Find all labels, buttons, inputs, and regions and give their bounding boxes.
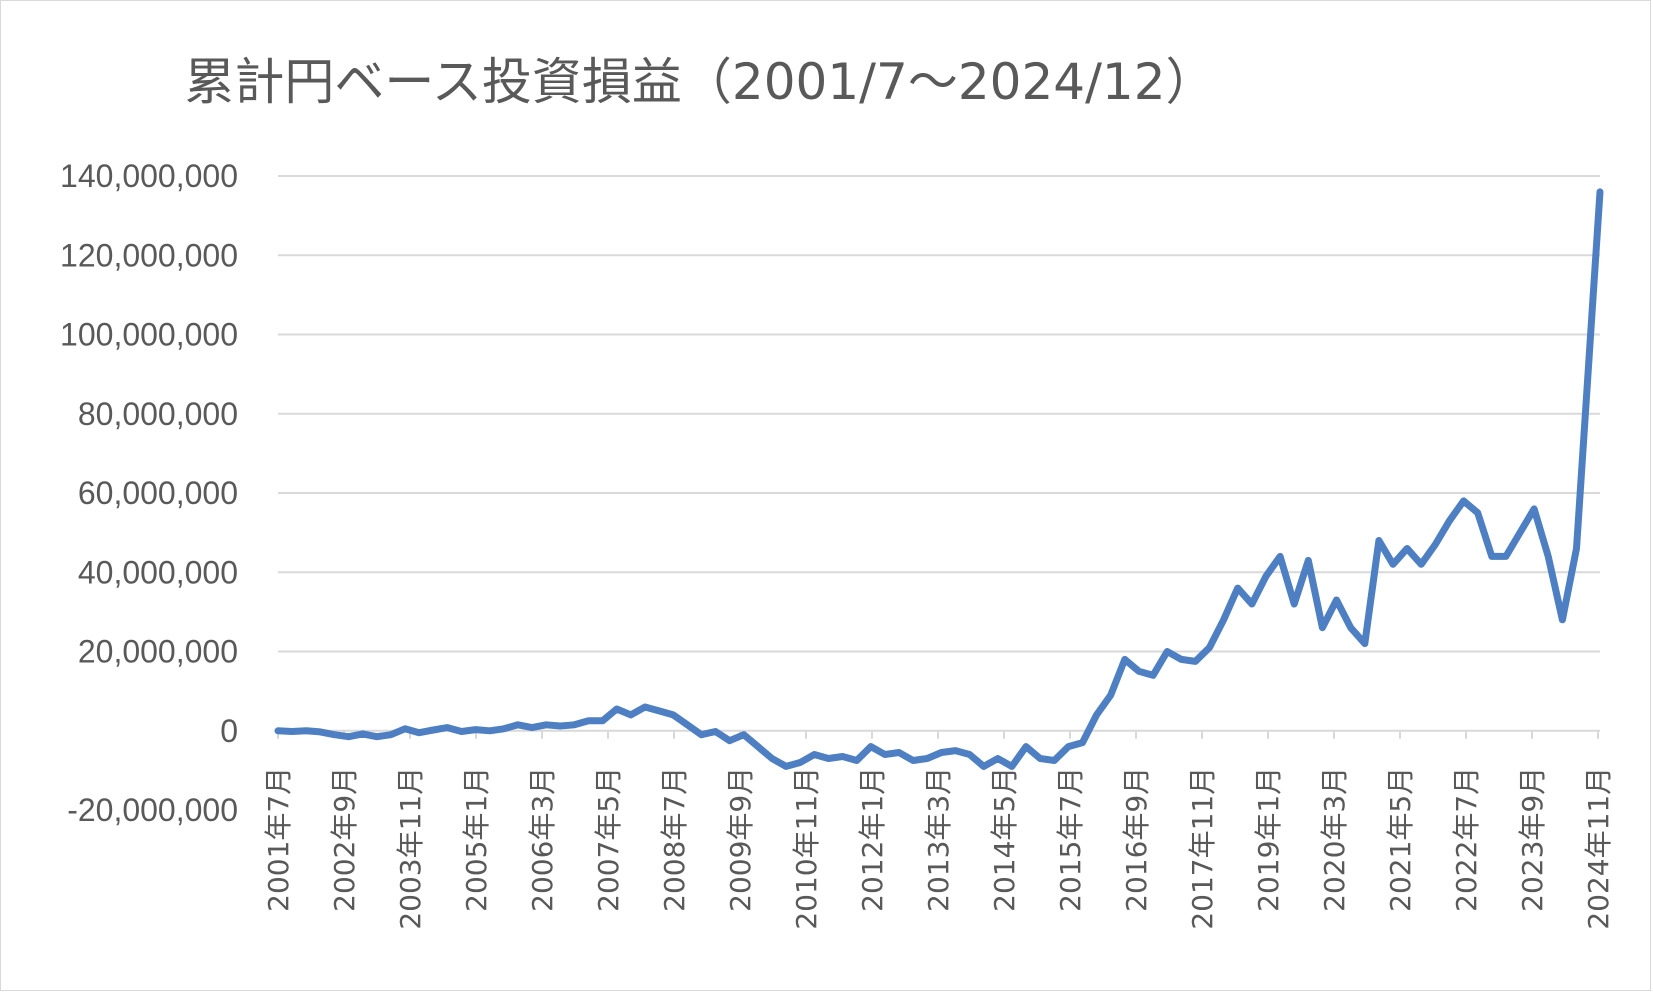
series-line [274, 188, 1604, 770]
y-tick-label: 60,000,000 [78, 475, 238, 511]
x-tick-label: 2013年3月 [922, 767, 955, 912]
y-tick-label: 40,000,000 [78, 554, 238, 590]
x-axis: 2001年7月 2002年9月 2003年11月 2005年1月 2006年3月 2007… [262, 730, 1615, 930]
x-tick-label: 2024年11月 [1582, 767, 1615, 930]
x-tick-label: 2010年11月 [790, 767, 823, 930]
y-tick-label: -20,000,000 [67, 792, 238, 828]
y-tick-label: 120,000,000 [60, 237, 238, 273]
x-tick-label: 2015年7月 [1054, 767, 1087, 912]
x-tick-label: 2012年1月 [856, 767, 889, 912]
chart-title: 累計円ベース投資損益（2001/7～2024/12） [184, 53, 1216, 111]
series-lines [274, 188, 1604, 770]
y-tick-label: 100,000,000 [60, 317, 238, 353]
y-tick-label: 140,000,000 [60, 158, 238, 194]
x-tick-label: 2017年11月 [1186, 767, 1219, 930]
x-tick-label: 2014年5月 [988, 767, 1021, 912]
y-tick-label: 80,000,000 [78, 396, 238, 432]
x-tick-label: 2006年3月 [526, 767, 559, 912]
y-tick-label: 0 [220, 713, 238, 749]
x-tick-label: 2022年7月 [1450, 767, 1483, 912]
x-tick-label: 2005年1月 [460, 767, 493, 912]
x-tick-label: 2008年7月 [658, 767, 691, 912]
x-tick-label: 2019年1月 [1252, 767, 1285, 912]
x-tick-label: 2023年9月 [1516, 767, 1549, 912]
x-tick-label: 2007年5月 [592, 767, 625, 912]
x-tick-label: 2003年11月 [394, 767, 427, 930]
x-tick-label: 2020年3月 [1318, 767, 1351, 912]
x-tick-label: 2001年7月 [262, 767, 295, 912]
gridlines [278, 175, 1600, 732]
y-tick-label: 20,000,000 [78, 634, 238, 670]
x-tick-label: 2002年9月 [328, 767, 361, 912]
x-tick-label: 2009年9月 [724, 767, 757, 912]
x-tick-label: 2016年9月 [1120, 767, 1153, 912]
y-axis: 140,000,000 120,000,000 100,000,000 80,000,… [60, 158, 238, 828]
x-tick-label: 2021年5月 [1384, 767, 1417, 912]
